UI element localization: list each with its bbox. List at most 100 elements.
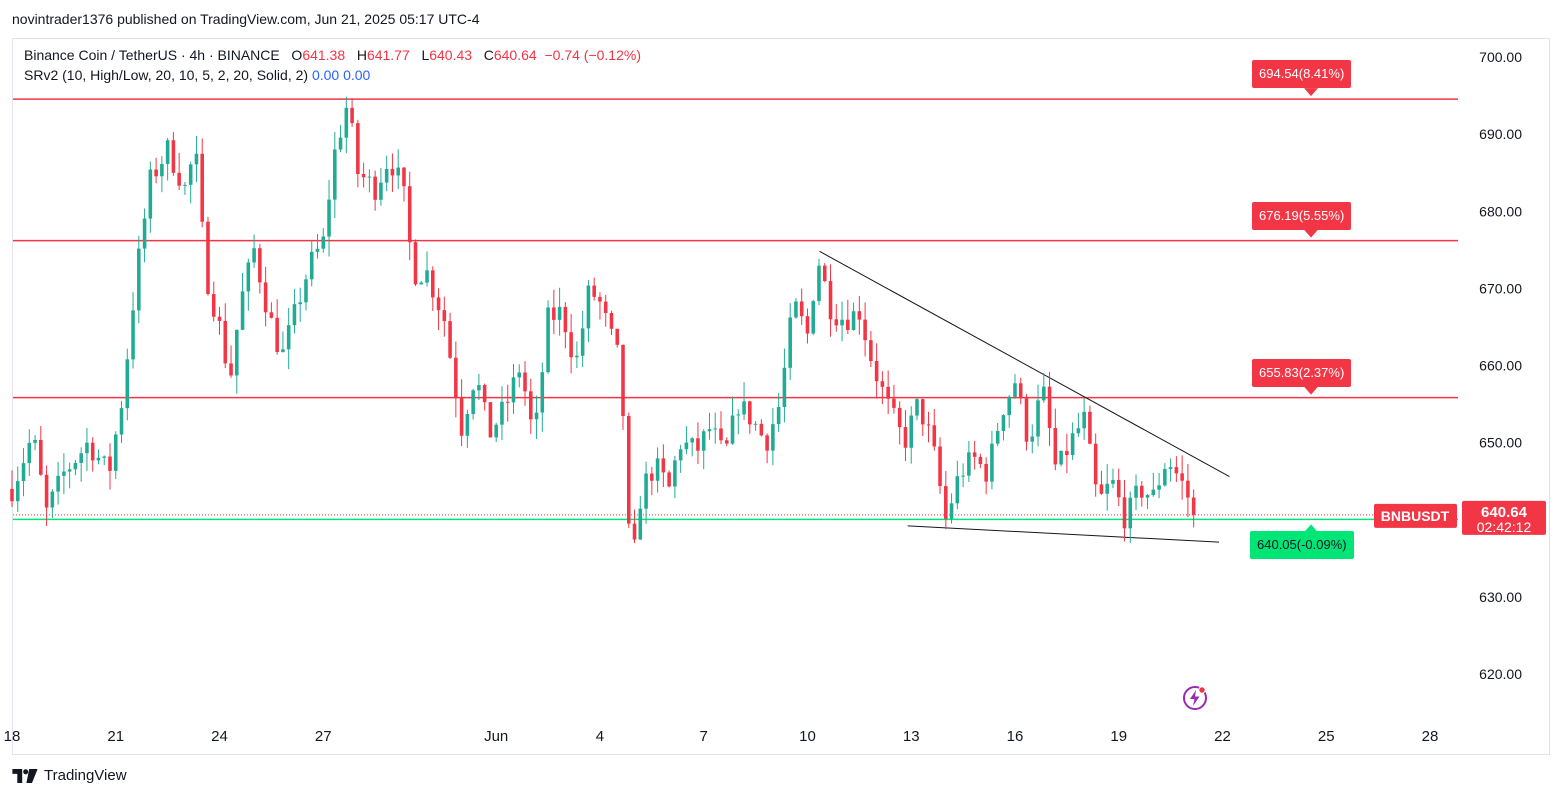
price-tick-label: 630.00 bbox=[1479, 589, 1522, 605]
candle-body bbox=[1024, 398, 1029, 442]
candle-body bbox=[1180, 473, 1184, 481]
candle-body bbox=[154, 169, 158, 177]
candle bbox=[661, 444, 666, 488]
candle-body bbox=[713, 428, 718, 430]
level-tag-2[interactable]: 655.83(2.37%) bbox=[1252, 358, 1352, 387]
candle bbox=[615, 328, 620, 348]
candle-body bbox=[1013, 383, 1017, 397]
level-lines bbox=[13, 88, 1458, 533]
price-tick-label: 660.00 bbox=[1479, 358, 1522, 374]
candle-body bbox=[1191, 497, 1196, 515]
candle bbox=[1157, 473, 1161, 499]
candle-body bbox=[1099, 484, 1104, 494]
time-axis: 18 21 24 27 Jun 4 7 10 13 16 19 22 25 28 bbox=[4, 728, 1439, 745]
candle bbox=[834, 303, 839, 332]
candle bbox=[944, 471, 948, 530]
candle-body bbox=[805, 316, 810, 334]
candle bbox=[1053, 408, 1058, 471]
candle bbox=[563, 302, 568, 349]
candle-body bbox=[321, 236, 326, 249]
candle-body bbox=[1163, 468, 1167, 486]
candle-body bbox=[794, 301, 798, 318]
candle-body bbox=[909, 415, 914, 448]
footer-brand[interactable]: TradingView bbox=[12, 767, 127, 784]
candle bbox=[1059, 450, 1063, 467]
candle bbox=[39, 425, 43, 476]
candle bbox=[125, 348, 130, 421]
flash-icon[interactable] bbox=[1182, 685, 1208, 711]
time-tick-label: 24 bbox=[211, 728, 228, 745]
level-tag-0[interactable]: 694.54(8.41%) bbox=[1252, 60, 1352, 89]
candle-body bbox=[500, 401, 504, 425]
candle bbox=[621, 344, 625, 430]
candle bbox=[350, 98, 354, 127]
price-tick-label: 620.00 bbox=[1479, 666, 1522, 682]
candle-body bbox=[563, 306, 568, 333]
candle-body bbox=[1065, 450, 1069, 456]
legend-symbol[interactable]: Binance Coin / TetherUS · 4h · BINANCE bbox=[24, 47, 280, 63]
legend-c-label: C bbox=[483, 47, 494, 63]
candle bbox=[644, 461, 648, 524]
candle bbox=[344, 96, 349, 154]
candle bbox=[56, 462, 60, 505]
candle-body bbox=[327, 199, 331, 237]
candle-body bbox=[131, 310, 135, 360]
candle-body bbox=[1059, 450, 1063, 465]
candle bbox=[500, 386, 504, 441]
candle-body bbox=[258, 248, 262, 283]
candle bbox=[1047, 371, 1052, 446]
candle bbox=[626, 412, 631, 528]
candle-body bbox=[995, 430, 1000, 444]
candle bbox=[396, 149, 400, 190]
candle bbox=[869, 330, 873, 367]
candle bbox=[897, 401, 902, 445]
candle bbox=[690, 437, 694, 457]
candle-body bbox=[523, 372, 527, 392]
legend-row-indicator: SRv2 (10, High/Low, 20, 10, 5, 2, 20, So… bbox=[24, 65, 641, 85]
candle bbox=[603, 294, 608, 327]
candle bbox=[1134, 474, 1138, 511]
chart-legend: Binance Coin / TetherUS · 4h · BINANCE O… bbox=[24, 45, 641, 85]
candle bbox=[102, 455, 107, 466]
candle bbox=[73, 459, 78, 476]
candle-body bbox=[828, 281, 833, 320]
candle bbox=[177, 152, 181, 191]
candle bbox=[886, 370, 890, 414]
candle bbox=[707, 412, 712, 440]
candle-body bbox=[615, 328, 620, 345]
candle bbox=[534, 395, 539, 440]
candle-body bbox=[188, 164, 193, 185]
candle-body bbox=[1042, 386, 1046, 401]
level-tag-1[interactable]: 676.19(5.55%) bbox=[1252, 201, 1352, 230]
candle-body bbox=[56, 475, 60, 492]
candle-body bbox=[125, 359, 130, 409]
level-tag-pointer bbox=[1304, 386, 1318, 395]
level-tag-3[interactable]: 640.05(-0.09%) bbox=[1250, 531, 1354, 560]
time-tick-label: 25 bbox=[1318, 728, 1335, 745]
candle bbox=[598, 292, 602, 320]
candle bbox=[1042, 372, 1046, 403]
candle-body bbox=[1151, 489, 1156, 496]
candle bbox=[1174, 456, 1179, 483]
candle bbox=[990, 430, 994, 490]
candle bbox=[67, 462, 72, 489]
candle-body bbox=[171, 140, 176, 173]
candle bbox=[465, 409, 470, 448]
candle-body bbox=[719, 428, 723, 441]
candle-body bbox=[79, 453, 83, 463]
candle-body bbox=[15, 481, 20, 502]
candle-body bbox=[67, 469, 72, 472]
candle-body bbox=[465, 414, 470, 436]
candle bbox=[436, 288, 441, 331]
legend-indicator[interactable]: SRv2 (10, High/Low, 20, 10, 5, 2, 20, So… bbox=[24, 67, 309, 83]
legend-c-value: 640.64 bbox=[493, 47, 537, 63]
candle-body bbox=[822, 265, 827, 282]
candle-body bbox=[356, 123, 360, 175]
candle bbox=[1076, 412, 1081, 437]
candle-body bbox=[655, 458, 660, 481]
candle bbox=[269, 302, 274, 319]
candle bbox=[148, 161, 153, 233]
candle-body bbox=[528, 391, 533, 420]
candle bbox=[920, 398, 925, 437]
